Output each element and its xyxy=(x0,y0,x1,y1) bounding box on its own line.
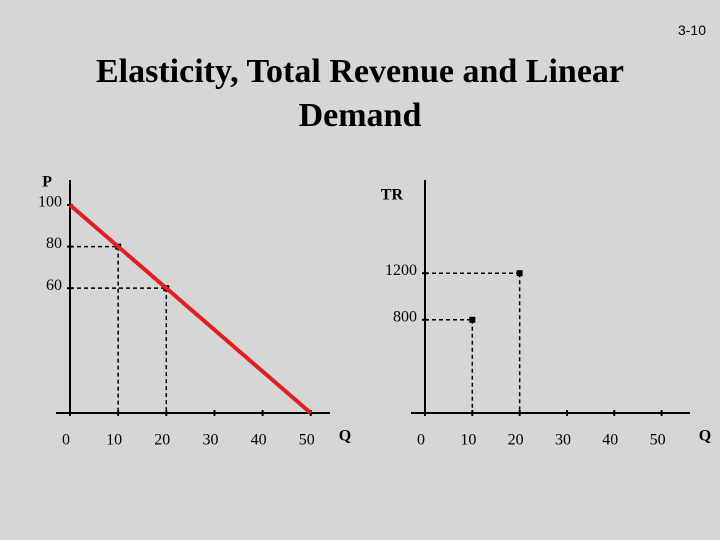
x-tick-label: 50 xyxy=(650,432,666,449)
y-tick-label: 100 xyxy=(38,194,62,211)
x-tick-label: 40 xyxy=(602,432,618,449)
x-tick-label: 10 xyxy=(106,432,122,449)
slide-number: 3-10 xyxy=(677,22,706,38)
slide-title: Elasticity, Total Revenue and Linear Dem… xyxy=(96,53,624,134)
x-tick-label: 20 xyxy=(154,432,170,449)
x-axis-label: Q xyxy=(699,428,711,445)
y-tick-label: 80 xyxy=(46,235,62,252)
y-axis-label: TR xyxy=(381,187,404,204)
y-tick-label: 60 xyxy=(46,277,62,294)
demand-line xyxy=(68,203,313,415)
x-tick-label: 0 xyxy=(417,432,425,449)
x-tick-label: 30 xyxy=(555,432,571,449)
x-axis-label: Q xyxy=(339,428,351,445)
x-tick-label: 20 xyxy=(508,432,524,449)
y-tick-label: 1200 xyxy=(385,262,417,279)
y-tick-label: 800 xyxy=(393,308,417,325)
x-tick-label: 40 xyxy=(251,432,267,449)
y-axis-label: P xyxy=(42,174,52,191)
point xyxy=(516,270,523,277)
x-tick-label: 10 xyxy=(460,432,476,449)
x-tick-label: 0 xyxy=(62,432,70,449)
point xyxy=(469,316,476,323)
x-tick-label: 30 xyxy=(202,432,218,449)
x-tick-label: 50 xyxy=(299,432,315,449)
